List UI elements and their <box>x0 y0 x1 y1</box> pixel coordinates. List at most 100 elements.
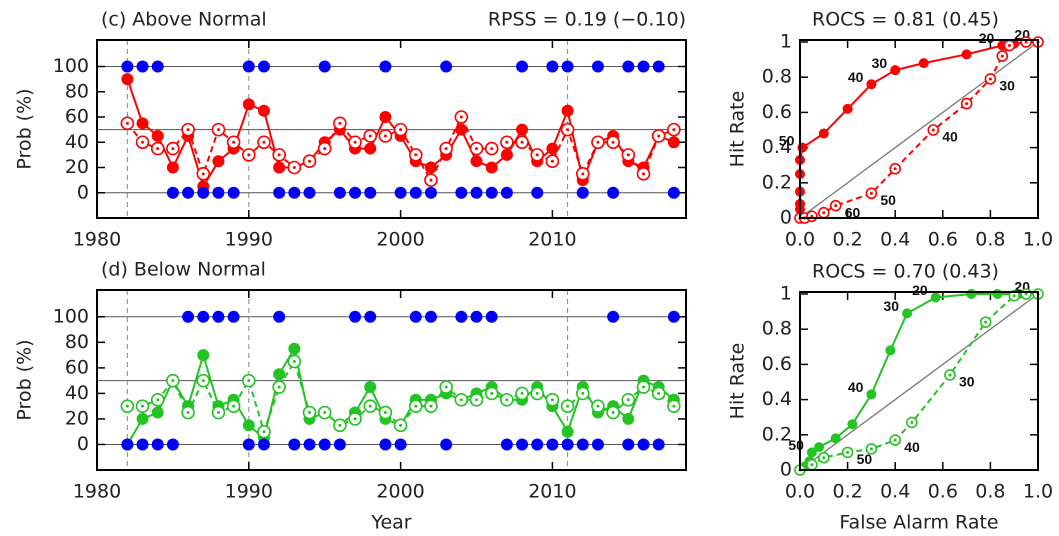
marker <box>273 161 286 174</box>
marker <box>151 406 164 419</box>
data-point <box>212 155 225 168</box>
data-point <box>830 433 841 444</box>
marker-dot <box>171 147 175 151</box>
marker-dot <box>490 391 494 395</box>
marker <box>257 60 270 73</box>
data-point <box>667 122 681 137</box>
y-tick-label: 80 <box>65 331 89 353</box>
marker <box>516 438 529 451</box>
marker <box>394 186 407 199</box>
marker-dot <box>657 134 661 138</box>
data-point <box>257 104 270 117</box>
marker-dot <box>505 398 509 402</box>
data-point <box>440 60 453 73</box>
marker <box>288 186 301 199</box>
panel-title: (c) Above Normal <box>101 9 267 31</box>
data-point <box>272 380 286 394</box>
data-point <box>667 136 680 149</box>
data-point <box>242 98 255 111</box>
data-point <box>902 308 913 319</box>
data-point <box>394 438 407 451</box>
marker-dot <box>520 391 524 395</box>
data-point <box>890 65 901 76</box>
data-point <box>408 399 423 413</box>
data-point <box>424 186 437 199</box>
marker <box>866 79 877 90</box>
data-point <box>197 310 210 323</box>
data-point <box>515 135 529 150</box>
marker <box>136 412 149 425</box>
data-point <box>927 124 940 136</box>
data-point <box>121 73 134 86</box>
data-point <box>273 161 286 174</box>
marker <box>622 412 635 425</box>
marker <box>364 186 377 199</box>
marker <box>576 186 589 199</box>
marker <box>379 111 392 124</box>
y-tick-label: 0.6 <box>762 353 792 375</box>
marker <box>136 60 149 73</box>
marker <box>333 438 346 451</box>
data-point <box>197 349 210 362</box>
marker <box>318 438 331 451</box>
data-point <box>226 399 241 413</box>
marker <box>667 136 680 149</box>
data-point <box>257 424 271 439</box>
marker-dot <box>611 411 615 415</box>
marker-dot <box>141 140 145 144</box>
marker <box>379 60 392 73</box>
threshold-label: 60 <box>845 204 861 220</box>
marker <box>470 310 483 323</box>
data-point <box>591 438 604 451</box>
marker-dot <box>490 147 494 151</box>
y-tick-label: 0.6 <box>762 101 792 123</box>
data-point <box>150 141 165 156</box>
marker-dot <box>459 115 463 119</box>
marker-dot <box>262 140 266 144</box>
data-point <box>885 345 896 356</box>
data-point <box>288 438 301 451</box>
data-point <box>121 438 134 451</box>
data-point <box>242 373 256 388</box>
data-point <box>379 60 392 73</box>
data-point <box>484 141 499 156</box>
data-point <box>151 129 164 142</box>
marker <box>349 310 362 323</box>
data-point <box>667 186 680 199</box>
data-point <box>806 447 817 458</box>
data-point <box>257 438 270 451</box>
marker <box>424 310 437 323</box>
data-point <box>817 206 830 219</box>
data-point <box>561 438 574 451</box>
marker-dot <box>611 140 615 144</box>
data-point <box>364 186 377 199</box>
data-point <box>242 60 255 73</box>
data-point <box>561 104 574 117</box>
marker <box>561 425 574 438</box>
marker <box>667 310 680 323</box>
data-point <box>591 399 605 413</box>
marker <box>797 142 808 153</box>
marker <box>814 442 825 453</box>
marker-dot <box>459 398 463 402</box>
x-tick-label: 2010 <box>528 229 576 251</box>
marker-dot <box>822 211 826 215</box>
data-point <box>500 148 513 161</box>
marker <box>166 438 179 451</box>
data-point <box>454 110 469 124</box>
marker-dot <box>232 404 236 408</box>
marker-dot <box>984 320 988 324</box>
y-tick-label: 60 <box>65 356 89 378</box>
data-point <box>622 438 635 451</box>
data-point <box>500 392 514 407</box>
marker <box>485 310 498 323</box>
data-point <box>530 386 545 401</box>
marker <box>806 447 817 458</box>
data-point <box>865 187 878 200</box>
data-point <box>379 111 392 124</box>
data-point <box>182 186 195 199</box>
marker <box>394 438 407 451</box>
marker <box>424 161 437 174</box>
marker <box>866 389 877 400</box>
data-point <box>393 122 408 137</box>
